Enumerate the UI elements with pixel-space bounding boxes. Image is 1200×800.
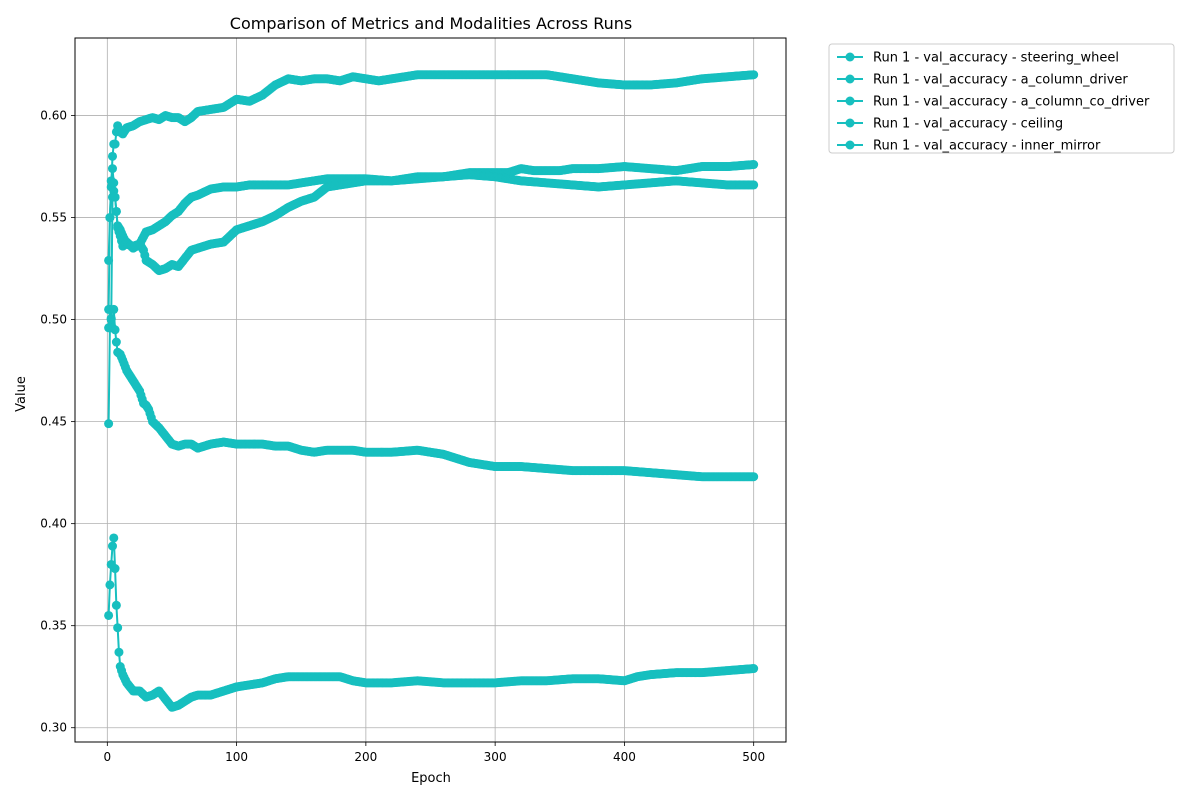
y-tick-label: 0.45: [40, 415, 67, 429]
legend-item: Run 1 - val_accuracy - ceiling: [837, 117, 1063, 132]
grid-lines: [75, 38, 786, 742]
series-line: [107, 173, 754, 424]
data-point: [107, 541, 117, 551]
series-4: [104, 533, 759, 712]
legend-label: Run 1 - val_accuracy - ceiling: [873, 117, 1063, 132]
data-point: [111, 600, 121, 610]
legend-label: Run 1 - val_accuracy - inner_mirror: [873, 139, 1101, 154]
legend-item: Run 1 - val_accuracy - a_column_co_drive…: [837, 95, 1150, 110]
data-point: [110, 564, 120, 574]
data-point: [107, 164, 117, 174]
series-0: [104, 70, 759, 265]
x-tick-label: 400: [613, 750, 636, 764]
y-axis-label: Value: [14, 376, 29, 412]
y-tick-label: 0.35: [40, 619, 67, 633]
y-tick-label: 0.40: [40, 517, 67, 531]
series-2: [104, 170, 759, 429]
legend-label: Run 1 - val_accuracy - a_column_co_drive…: [873, 95, 1150, 110]
y-tick-label: 0.60: [40, 109, 67, 123]
y-tick-label: 0.30: [40, 721, 67, 735]
data-point: [106, 314, 116, 324]
legend-marker: [845, 140, 855, 150]
data-point: [110, 139, 120, 149]
series-layer: [104, 70, 759, 712]
x-tick-label: 100: [225, 750, 248, 764]
data-point: [104, 610, 114, 620]
chart-title: Comparison of Metrics and Modalities Acr…: [230, 14, 632, 33]
x-tick-label: 0: [103, 750, 111, 764]
legend-item: Run 1 - val_accuracy - a_column_driver: [837, 73, 1128, 88]
y-tick-label: 0.55: [40, 211, 67, 225]
plot-frame: [74, 37, 787, 743]
data-point: [109, 533, 119, 543]
legend: Run 1 - val_accuracy - steering_wheel Run…: [828, 43, 1175, 154]
data-point: [749, 664, 759, 674]
legend-label: Run 1 - val_accuracy - steering_wheel: [873, 51, 1119, 66]
legend-marker: [845, 96, 855, 106]
x-tick-label: 300: [484, 750, 507, 764]
y-tick-label: 0.50: [40, 313, 67, 327]
x-tick-label: 500: [742, 750, 765, 764]
data-point: [113, 623, 123, 633]
data-point: [749, 180, 759, 190]
data-point: [111, 337, 121, 347]
x-tick-label: 200: [354, 750, 377, 764]
legend-marker: [845, 74, 855, 84]
legend-marker: [845, 52, 855, 62]
legend-item: Run 1 - val_accuracy - steering_wheel: [837, 51, 1119, 66]
x-axis-label: Epoch: [411, 771, 451, 786]
data-point: [109, 304, 119, 314]
legend-label: Run 1 - val_accuracy - a_column_driver: [873, 73, 1128, 88]
data-point: [111, 206, 121, 216]
data-point: [749, 160, 759, 170]
data-point: [105, 580, 115, 590]
data-point: [109, 178, 119, 188]
legend-box: [828, 43, 1175, 154]
series-3: [104, 304, 759, 482]
data-point: [749, 472, 759, 482]
legend-item: Run 1 - val_accuracy - inner_mirror: [837, 139, 1101, 154]
axis-ticks: 0 100 200 300 400 500 0.30 0.35 0.40 0.45 0.50 0.55…: [40, 109, 765, 764]
data-point: [749, 70, 759, 80]
data-point: [104, 419, 114, 429]
data-point: [114, 647, 124, 657]
legend-marker: [845, 118, 855, 128]
data-point: [110, 325, 120, 335]
data-point: [107, 151, 117, 161]
data-point: [110, 192, 120, 202]
